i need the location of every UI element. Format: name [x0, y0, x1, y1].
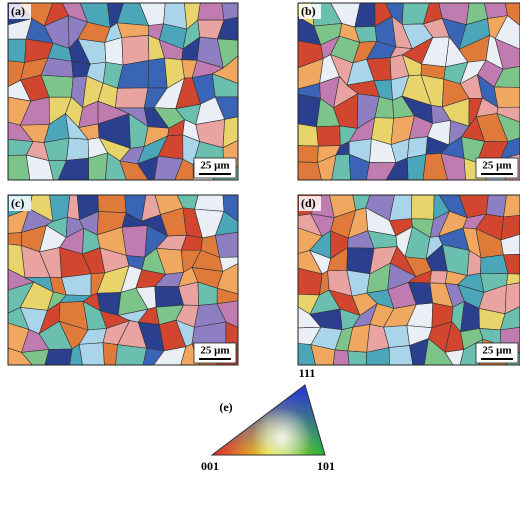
grain — [486, 195, 506, 217]
grain — [122, 35, 149, 65]
grain — [98, 195, 126, 213]
ipf-triangle — [200, 380, 340, 460]
grain — [61, 274, 91, 296]
panel-label: (a) — [11, 4, 25, 18]
grain — [333, 350, 349, 365]
grain-map: (d) 25 μm — [298, 195, 520, 365]
grain — [66, 138, 88, 160]
grain — [494, 87, 520, 107]
grain — [117, 23, 148, 38]
figure: (e) 111 001 101 (a) 25 μm (b) 25 μm (c) 25 μm… — [0, 0, 520, 504]
grain — [430, 271, 447, 284]
vertex-label: 101 — [317, 459, 335, 473]
grain-map: (a) 25 μm — [8, 3, 238, 180]
grain — [116, 345, 147, 365]
grain — [298, 146, 318, 163]
grain — [115, 88, 148, 108]
grain — [198, 3, 224, 20]
grain — [8, 232, 21, 245]
grain — [195, 195, 224, 211]
grain — [215, 232, 238, 257]
vertex-label: 001 — [201, 459, 219, 473]
grain — [79, 343, 104, 365]
grain — [8, 39, 26, 62]
grain — [411, 195, 434, 219]
grain-map: (c) 25 μm — [8, 195, 238, 365]
grain — [504, 195, 520, 217]
legend-label: (e) — [219, 400, 232, 414]
panel-label: (b) — [301, 4, 316, 18]
grain — [148, 58, 167, 88]
vertex-label: 111 — [299, 366, 316, 380]
panel-label: (c) — [11, 196, 24, 210]
scale-bar-label: 25 μm — [200, 345, 229, 357]
grain — [105, 38, 123, 65]
grain-map: (b) 25 μm — [298, 3, 520, 180]
grain — [298, 124, 318, 146]
grain — [347, 248, 374, 274]
grain — [389, 346, 413, 365]
scale-bar-label: 25 μm — [482, 160, 511, 172]
grain — [122, 226, 147, 258]
grain — [316, 126, 340, 146]
panel-label: (d) — [301, 196, 316, 210]
scale-bar-label: 25 μm — [482, 345, 511, 357]
scale-bar-label: 25 μm — [200, 160, 229, 172]
grain — [45, 349, 72, 365]
grain — [103, 343, 118, 365]
grain — [348, 351, 367, 365]
